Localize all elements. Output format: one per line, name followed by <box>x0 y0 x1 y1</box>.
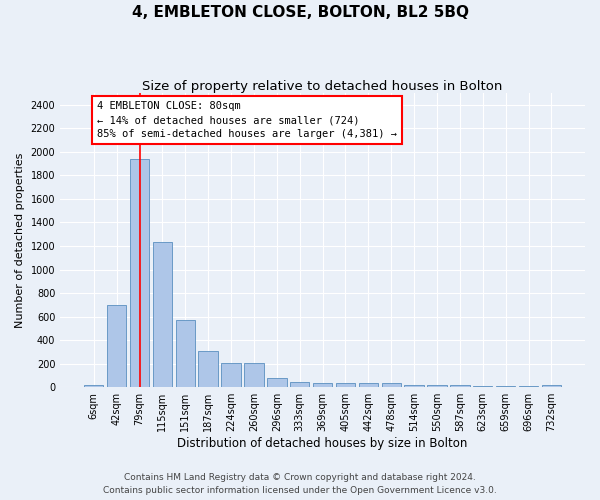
Bar <box>152 242 172 387</box>
Bar <box>519 386 538 387</box>
Bar <box>542 384 561 387</box>
Bar <box>84 385 103 387</box>
Bar <box>290 382 310 387</box>
Bar <box>244 363 263 387</box>
Bar <box>130 159 149 387</box>
Bar <box>107 305 127 387</box>
Text: 4 EMBLETON CLOSE: 80sqm
← 14% of detached houses are smaller (724)
85% of semi-d: 4 EMBLETON CLOSE: 80sqm ← 14% of detache… <box>97 101 397 139</box>
Text: 4, EMBLETON CLOSE, BOLTON, BL2 5BQ: 4, EMBLETON CLOSE, BOLTON, BL2 5BQ <box>131 5 469 20</box>
Bar <box>313 382 332 387</box>
Title: Size of property relative to detached houses in Bolton: Size of property relative to detached ho… <box>142 80 503 93</box>
Bar <box>404 384 424 387</box>
Bar <box>176 320 195 387</box>
Bar <box>267 378 287 387</box>
Text: Contains HM Land Registry data © Crown copyright and database right 2024.
Contai: Contains HM Land Registry data © Crown c… <box>103 473 497 495</box>
Bar <box>382 384 401 387</box>
Bar <box>473 386 493 387</box>
X-axis label: Distribution of detached houses by size in Bolton: Distribution of detached houses by size … <box>178 437 468 450</box>
Bar <box>496 386 515 387</box>
Bar <box>450 385 470 387</box>
Y-axis label: Number of detached properties: Number of detached properties <box>15 152 25 328</box>
Bar <box>336 382 355 387</box>
Bar <box>199 350 218 387</box>
Bar <box>427 384 447 387</box>
Bar <box>359 384 378 387</box>
Bar <box>221 363 241 387</box>
